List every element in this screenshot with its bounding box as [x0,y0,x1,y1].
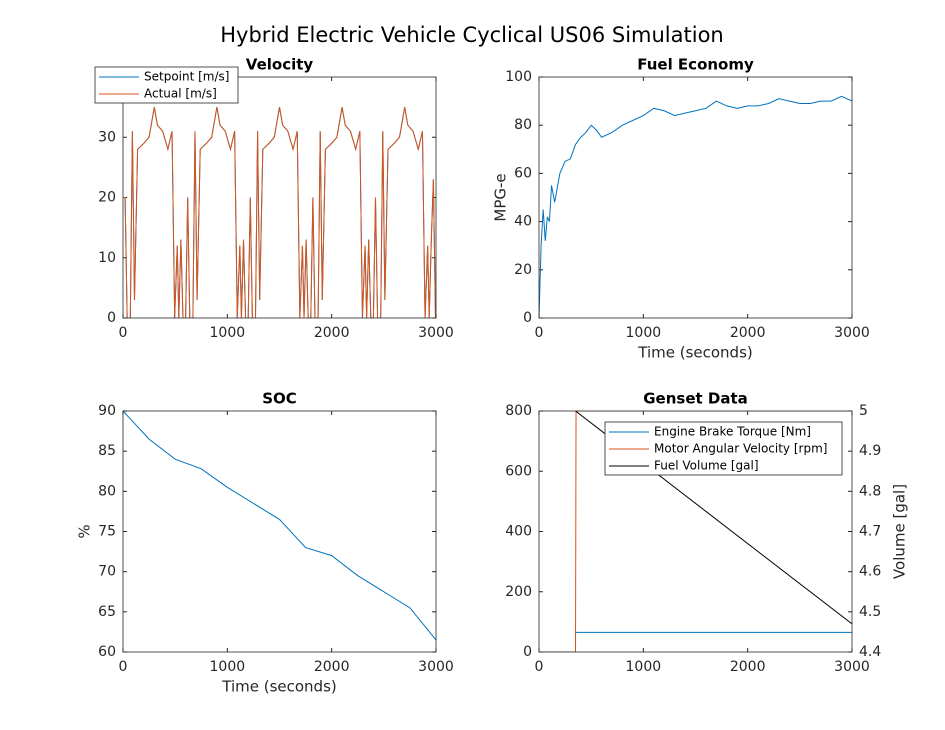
y-tick-label: 30 [98,129,116,145]
y-axis-label: % [76,524,94,538]
x-tick-label: 1000 [210,659,246,675]
x-tick-label: 1000 [626,659,662,675]
y-tick-label: 20 [514,262,532,278]
legend-box [94,66,239,104]
y2-tick-label: 4.8 [859,483,881,499]
y-tick-label: 200 [505,584,532,600]
plot-area [123,411,436,652]
series-line [539,95,852,318]
x-tick-label: 0 [535,659,544,675]
y-tick-label: 75 [98,524,116,540]
axes-box [122,410,437,653]
y-tick-label: 85 [98,443,116,459]
axes-title: Genset Data [643,390,748,408]
axes-title: SOC [262,390,297,408]
y-tick-label: 80 [98,483,116,499]
y-tick-label: 80 [514,117,532,133]
axes-box [538,410,853,653]
plot-area [123,77,436,318]
y-tick-label: 0 [523,310,532,326]
y2-tick-label: 4.4 [859,644,881,660]
y-tick-label: 60 [514,165,532,181]
legend-label: Actual [m/s] [144,87,217,101]
x-tick-label: 0 [119,325,128,341]
axes-title: Fuel Economy [637,56,754,74]
series-line [539,411,852,652]
legend-label: Motor Angular Velocity [rpm] [654,442,827,456]
y-tick-label: 70 [98,564,116,580]
axes-box [538,76,853,319]
y-tick-label: 65 [98,604,116,620]
y-tick-label: 100 [505,69,532,85]
y-tick-label: 90 [98,403,116,419]
y-tick-label: 20 [98,190,116,206]
x-tick-label: 0 [119,659,128,675]
legend-label: Fuel Volume [gal] [654,459,759,473]
x-tick-label: 0 [535,325,544,341]
axes-box [122,76,437,319]
y-tick-label: 400 [505,524,532,540]
x-tick-label: 2000 [314,659,350,675]
axes-title: Velocity [246,56,314,74]
y-tick-label: 10 [98,250,116,266]
x-tick-label: 2000 [730,659,766,675]
x-tick-label: 3000 [834,325,870,341]
y2-tick-label: 4.7 [859,524,881,540]
y-tick-label: 40 [514,214,532,230]
x-tick-label: 3000 [418,325,454,341]
y2-tick-label: 5 [859,403,868,419]
x-tick-label: 2000 [314,325,350,341]
y-tick-label: 600 [505,463,532,479]
y2-tick-label: 4.9 [859,443,881,459]
x-tick-label: 3000 [834,659,870,675]
x-axis-label: Time (seconds) [637,344,753,362]
y-tick-label: 0 [523,644,532,660]
figure-title: Hybrid Electric Vehicle Cyclical US06 Si… [220,23,723,47]
x-tick-label: 3000 [418,659,454,675]
series-line [123,411,436,641]
legend-label: Setpoint [m/s] [144,70,229,84]
y2-axis-label: Volume [gal] [891,484,909,579]
series-line [123,107,436,318]
y-tick-label: 60 [98,644,116,660]
y-tick-label: 800 [505,403,532,419]
y2-tick-label: 4.6 [859,564,881,580]
x-axis-label: Time (seconds) [221,678,337,696]
y-tick-label: 0 [107,310,116,326]
x-tick-label: 1000 [626,325,662,341]
x-tick-label: 2000 [730,325,766,341]
y2-tick-label: 4.5 [859,604,881,620]
plot-area [539,77,852,318]
x-tick-label: 1000 [210,325,246,341]
y-axis-label: MPG-e [492,173,510,221]
legend-label: Engine Brake Torque [Nm] [654,425,811,439]
